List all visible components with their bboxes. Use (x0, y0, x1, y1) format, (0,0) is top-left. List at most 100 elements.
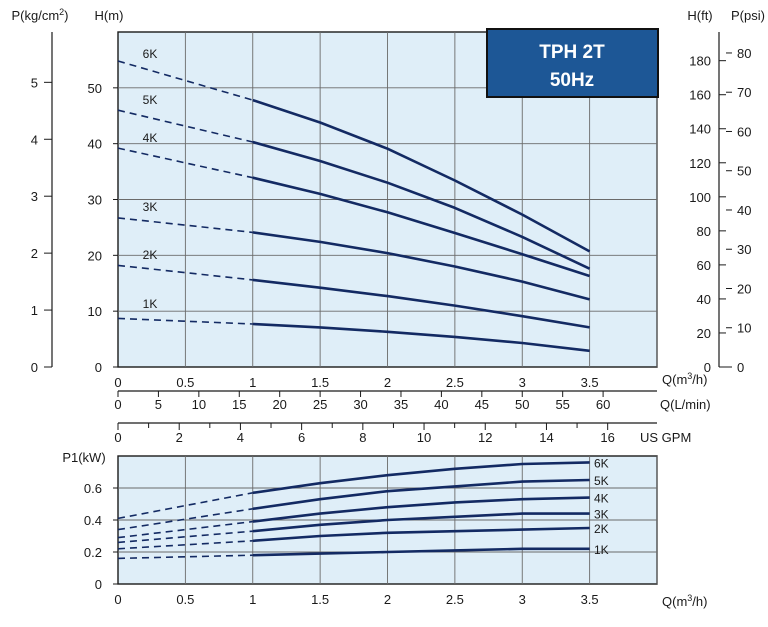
power-series-6K-dashed (117, 492, 253, 520)
power-series-2K-dashed (117, 540, 253, 550)
power-x-tick-label: 2.5 (446, 592, 464, 607)
main-y-axis-title: H(m) (95, 8, 124, 23)
main-series-2K-line (252, 278, 590, 329)
power-y-tick-label: 0.6 (84, 481, 102, 496)
main-x-tick-label: 1.5 (311, 375, 329, 390)
main-series-2K-dashed (117, 264, 253, 281)
main-y-tick-label: 10 (88, 304, 102, 319)
model-name: TPH 2T (539, 42, 605, 63)
main-y-tick-label: 20 (88, 248, 102, 263)
flow-lmin-tick-label: 35 (394, 397, 408, 412)
flow-gpm-tick-label: 4 (237, 430, 244, 445)
pressure-psi-tick-label: 20 (737, 281, 751, 296)
flow-gpm-tick-label: 6 (298, 430, 305, 445)
power-series-6K-line (252, 461, 590, 495)
main-x-axis-title: Q(m3/h) (662, 371, 707, 387)
pressure-kg-tick-label: 0 (31, 360, 38, 375)
power-x-tick-label: 0.5 (176, 592, 194, 607)
pressure-psi-tick-label: 10 (737, 321, 751, 336)
flow-lmin-tick-label: 0 (114, 397, 121, 412)
power-series-1K-line (252, 547, 590, 557)
head-ft-tick-label: 80 (697, 224, 711, 239)
power-series-4K-dashed (117, 520, 253, 539)
flow-lmin-tick-label: 55 (555, 397, 569, 412)
flow-lmin-tick-label: 10 (192, 397, 206, 412)
main-series-label-4K: 4K (143, 131, 158, 145)
main-series-4K-line (252, 176, 591, 278)
main-series-1K-dashed (117, 317, 253, 325)
power-series-label-1K: 1K (594, 543, 609, 557)
pressure-kg-axis-title: P(kg/cm2) (11, 7, 68, 23)
head-ft-tick-label: 100 (689, 190, 711, 205)
head-ft-tick-label: 140 (689, 122, 711, 137)
power-x-tick-label: 3 (519, 592, 526, 607)
pressure-kg-tick-label: 3 (31, 189, 38, 204)
main-x-tick-label: 0 (114, 375, 121, 390)
power-series-label-2K: 2K (594, 522, 609, 536)
main-x-tick-label: 2 (384, 375, 391, 390)
flow-lmin-tick-label: 20 (272, 397, 286, 412)
main-series-label-1K: 1K (143, 297, 158, 311)
main-series-3K-dashed (117, 217, 253, 234)
main-x-tick-label: 3.5 (581, 375, 599, 390)
main-series-label-6K: 6K (143, 47, 158, 61)
main-y-tick-label: 0 (95, 360, 102, 375)
head-ft-tick-label: 0 (704, 360, 711, 375)
flow-gpm-tick-label: 16 (600, 430, 614, 445)
title-box: TPH 2T 50Hz (486, 28, 659, 98)
flow-lmin-tick-label: 5 (155, 397, 162, 412)
head-ft-tick-label: 20 (697, 326, 711, 341)
pressure-psi-tick-label: 0 (737, 360, 744, 375)
flow-gpm-tick-label: 12 (478, 430, 492, 445)
head-ft-axis-title: H(ft) (687, 8, 712, 23)
flow-gpm-tick-label: 0 (114, 430, 121, 445)
main-y-tick-label: 50 (88, 81, 102, 96)
power-y-tick-label: 0 (95, 577, 102, 592)
main-x-tick-label: 0.5 (176, 375, 194, 390)
main-series-label-5K: 5K (143, 93, 158, 107)
flow-lmin-tick-label: 45 (475, 397, 489, 412)
power-series-label-6K: 6K (594, 456, 609, 470)
flow-lmin-axis-title: Q(L/min) (660, 397, 711, 412)
main-x-tick-label: 3 (519, 375, 526, 390)
pressure-psi-tick-label: 50 (737, 164, 751, 179)
main-series-3K-line (252, 231, 590, 301)
power-series-label-5K: 5K (594, 474, 609, 488)
flow-lmin-tick-label: 50 (515, 397, 529, 412)
main-x-tick-label: 2.5 (446, 375, 464, 390)
pressure-kg-tick-label: 2 (31, 246, 38, 261)
power-series-3K-line (252, 512, 590, 533)
flow-lmin-tick-label: 15 (232, 397, 246, 412)
main-x-tick-label: 1 (249, 375, 256, 390)
power-series-5K-dashed (117, 508, 253, 531)
pressure-kg-tick-label: 4 (31, 132, 38, 147)
head-ft-tick-label: 40 (697, 292, 711, 307)
flow-gpm-axis-title: US GPM (640, 430, 691, 445)
main-series-label-3K: 3K (143, 200, 158, 214)
pressure-psi-axis-title: P(psi) (731, 8, 765, 23)
power-series-5K-line (252, 478, 590, 511)
power-series-3K-dashed (117, 530, 253, 544)
main-y-tick-label: 30 (88, 193, 102, 208)
head-ft-tick-label: 160 (689, 88, 711, 103)
flow-gpm-tick-label: 10 (417, 430, 431, 445)
power-y-axis-title: P1(kW) (62, 450, 105, 465)
frequency-label: 50Hz (550, 70, 594, 91)
flow-gpm-tick-label: 14 (539, 430, 553, 445)
power-series-4K-line (252, 496, 590, 523)
head-ft-tick-label: 120 (689, 156, 711, 171)
flow-lmin-tick-label: 25 (313, 397, 327, 412)
pressure-kg-tick-label: 1 (31, 303, 38, 318)
title-box-background (486, 28, 659, 98)
head-ft-tick-label: 60 (697, 258, 711, 273)
pressure-psi-tick-label: 80 (737, 46, 751, 61)
power-series-label-3K: 3K (594, 508, 609, 522)
main-series-6K-line (252, 98, 591, 253)
power-y-tick-label: 0.4 (84, 513, 102, 528)
pressure-kg-tick-label: 5 (31, 75, 38, 90)
head-ft-tick-label: 180 (689, 54, 711, 69)
power-x-tick-label: 1.5 (311, 592, 329, 607)
flow-gpm-tick-label: 2 (176, 430, 183, 445)
flow-lmin-tick-label: 30 (353, 397, 367, 412)
